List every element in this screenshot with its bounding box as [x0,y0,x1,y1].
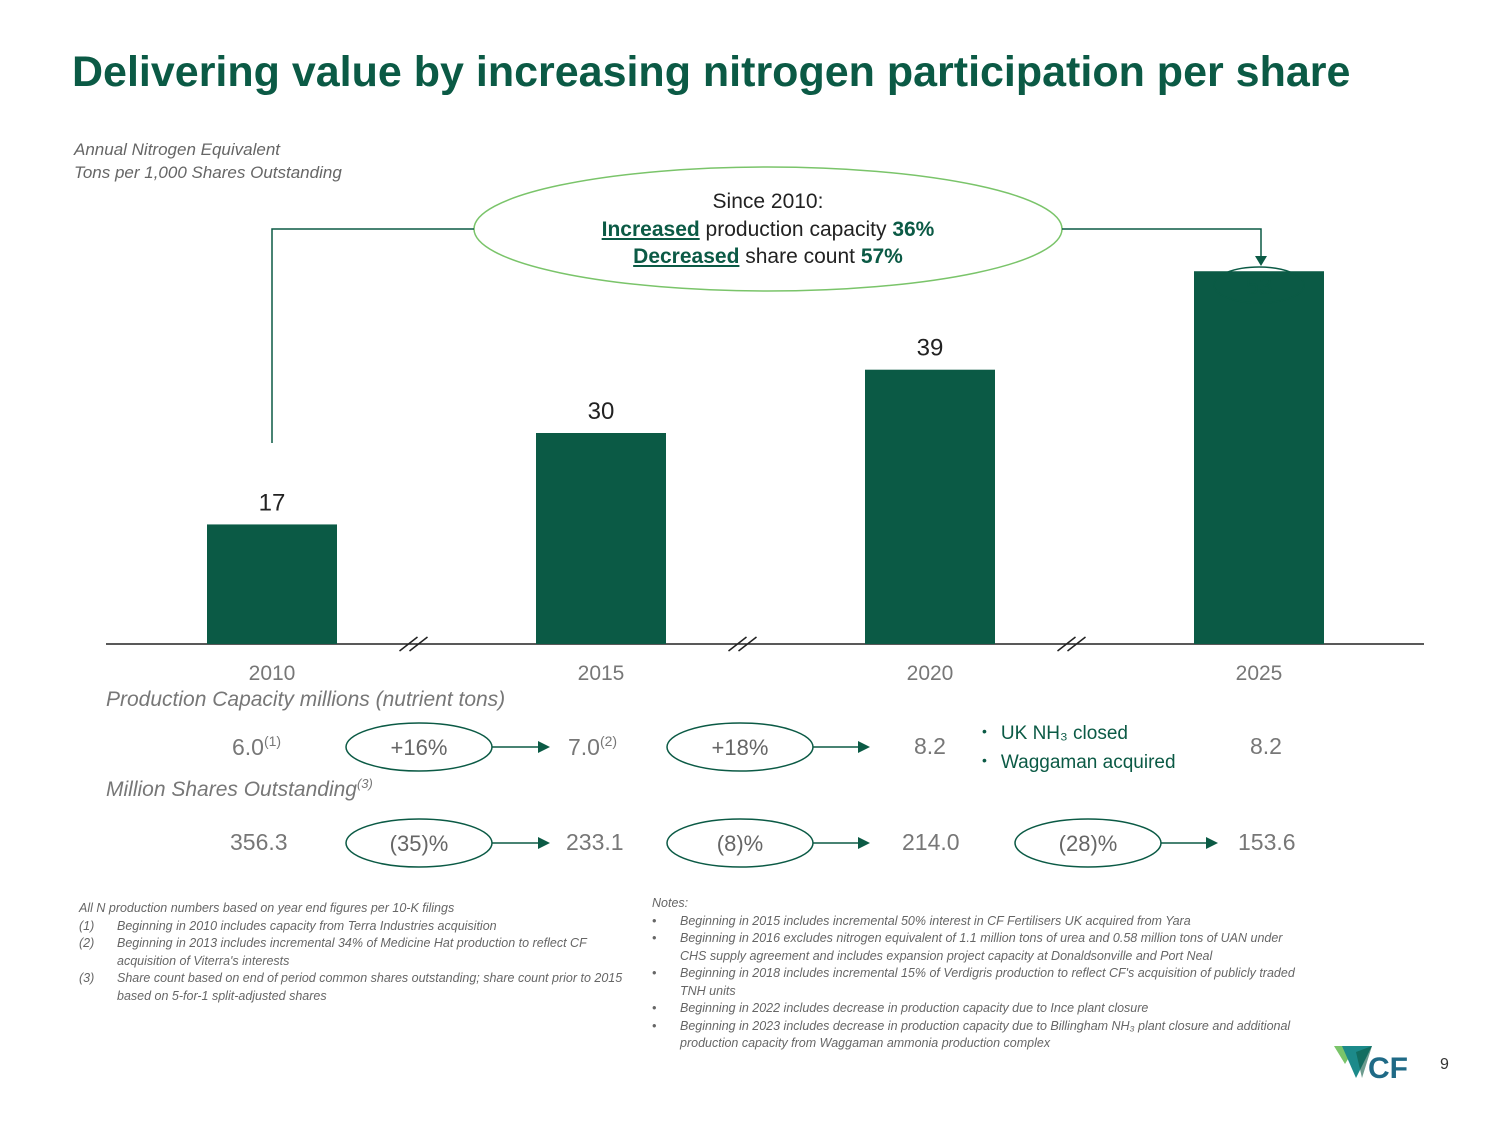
prod-2015-value: 7.0(2) [568,733,618,760]
x-tick-2020: 2020 [907,662,954,685]
note-2: • Beginning in 2016 excludes nitrogen equ… [652,931,1283,963]
x-tick-2015: 2015 [578,662,625,685]
shares-2015-value: 233.1 [566,829,624,855]
chart-subtitle: Annual Nitrogen Equivalent Tons per 1,00… [74,138,342,184]
notes: Notes: • Beginning in 2015 includes incre… [652,895,1312,1053]
axis-break-0-0 [399,636,418,652]
callout-connector-left [271,228,474,443]
axis-break-0-1 [409,636,428,652]
shares-outstanding-label: Million Shares Outstanding(3) [106,776,373,801]
page-title: Delivering value by increasing nitrogen … [72,48,1351,96]
shares-arrow-3-head [1206,837,1218,849]
bullet-waggaman: Waggaman acquired [982,747,1176,776]
x-tick-2010: 2010 [249,662,296,685]
bars-group: 17 2010 30 2015 39 2020 53 2025 [106,271,1424,685]
bar-2025 [1194,271,1324,644]
shares-change-3: (28)% [1058,831,1118,856]
note-5: • Beginning in 2023 includes decrease in … [652,1018,1291,1051]
value-53-ellipse [1213,266,1305,304]
callout-line2-pct: 36% [892,218,935,241]
subtitle-line-1: Annual Nitrogen Equivalent [74,140,281,159]
data-label-2015: 30 [588,398,615,425]
bar-2010 [207,524,337,644]
cf-logo-icon: CF [1334,1046,1408,1085]
prod-change-1: +16% [390,735,448,760]
axis-break-2-1 [1067,636,1086,652]
data-label-2025: 53 [1246,273,1273,300]
footnote-1: (1) Beginning in 2010 includes capacity f… [79,918,497,933]
shares-arrow-1-head [538,837,550,849]
data-label-2020: 39 [917,335,944,362]
shares-change-2: (8)% [716,831,764,856]
shares-arrow-2-head [858,837,870,849]
callout-line-1: Since 2010: [712,190,824,213]
footnotes: All N production numbers based on year e… [79,900,629,1005]
bullet-uk-closed: UK NH₃ closed [982,718,1176,747]
prod-2025-value: 8.2 [1250,733,1282,759]
callout-line-2: Increased production capacity 36% [568,216,968,243]
footnote-2: (2) Beginning in 2013 includes incrementa… [79,936,587,968]
axis-break-1-0 [728,636,747,652]
prod-2020-value: 8.2 [914,733,946,759]
subtitle-line-2: Tons per 1,000 Shares Outstanding [74,163,342,182]
callout-line2-rest: production capacity [699,218,893,241]
callout-increased: Increased [601,218,700,241]
callout-decreased: Decreased [633,245,740,268]
callout-line-3: Decreased share count 57% [568,243,968,270]
note-4: • Beginning in 2022 includes decrease in … [652,1001,1149,1015]
callout-line3-pct: 57% [860,245,903,268]
page-number: 9 [1440,1056,1449,1073]
axis-break-2-0 [1057,636,1076,652]
footnote-3: (3) Share count based on end of period co… [79,971,623,1003]
prod-arrow-1-head [538,741,550,753]
data-label-2010: 17 [259,489,286,516]
shares-2020-value: 214.0 [902,829,960,855]
callout-connector-right [1062,228,1262,258]
production-capacity-label: Production Capacity millions (nutrient t… [106,688,506,711]
prod-change-2: +18% [711,735,769,760]
notes-heading: Notes: [652,896,689,910]
prod-2010-value: 6.0(1) [232,733,282,760]
prod-bullets: UK NH₃ closed Waggaman acquired [982,718,1176,776]
bar-2020 [865,369,995,644]
note-3: • Beginning in 2018 includes incremental … [652,966,1295,998]
bar-2015 [536,433,666,644]
callout-arrowhead [1255,256,1267,266]
prod-arrow-2-head [858,741,870,753]
axis-break-1-1 [738,636,757,652]
shares-2010-value: 356.3 [230,829,288,855]
note-1: • Beginning in 2015 includes incremental … [652,913,1191,928]
shares-2025-value: 153.6 [1238,829,1296,855]
footnote-intro: All N production numbers based on year e… [79,901,455,915]
shares-change-1: (35)% [389,831,449,856]
callout-line3-rest: share count [739,245,861,268]
logo-text: CF [1368,1052,1408,1085]
x-tick-2025: 2025 [1236,662,1283,685]
